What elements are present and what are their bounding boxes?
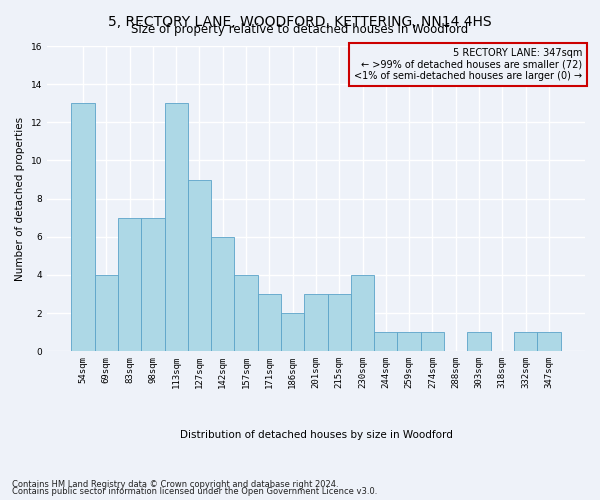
X-axis label: Distribution of detached houses by size in Woodford: Distribution of detached houses by size … [179,430,452,440]
Bar [351,275,374,351]
Bar [328,294,351,351]
Text: 5 RECTORY LANE: 347sqm
← >99% of detached houses are smaller (72)
<1% of semi-de: 5 RECTORY LANE: 347sqm ← >99% of detache… [354,48,583,80]
Bar [374,332,397,351]
Text: Contains HM Land Registry data © Crown copyright and database right 2024.: Contains HM Land Registry data © Crown c… [12,480,338,489]
Bar [164,103,188,351]
Bar [235,275,258,351]
Text: Size of property relative to detached houses in Woodford: Size of property relative to detached ho… [131,22,469,36]
Bar [397,332,421,351]
Y-axis label: Number of detached properties: Number of detached properties [15,116,25,280]
Text: 5, RECTORY LANE, WOODFORD, KETTERING, NN14 4HS: 5, RECTORY LANE, WOODFORD, KETTERING, NN… [108,15,492,29]
Bar [537,332,560,351]
Bar [281,313,304,351]
Bar [71,103,95,351]
Bar [95,275,118,351]
Bar [141,218,164,351]
Bar [467,332,491,351]
Bar [514,332,537,351]
Bar [188,180,211,351]
Bar [421,332,444,351]
Bar [211,237,235,351]
Text: Contains public sector information licensed under the Open Government Licence v3: Contains public sector information licen… [12,487,377,496]
Bar [304,294,328,351]
Bar [118,218,141,351]
Bar [258,294,281,351]
